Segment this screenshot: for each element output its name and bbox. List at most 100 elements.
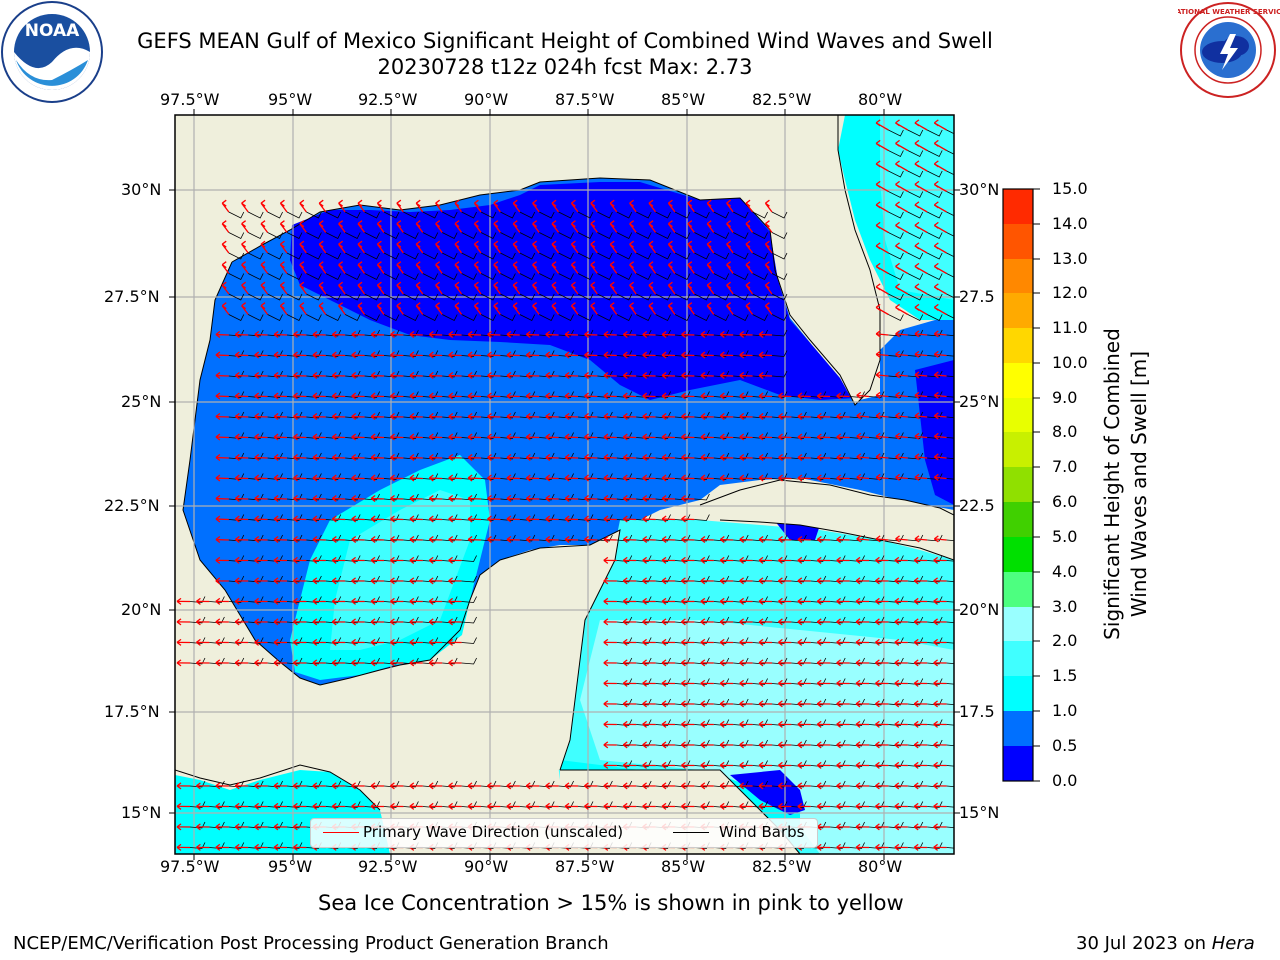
wind-barb [636,657,652,665]
wave-arrowhead [745,302,751,310]
wind-barb [383,801,400,808]
wind-barb [655,314,671,322]
wave-arrowhead [622,433,628,441]
chart-title: GEFS MEAN Gulf of Mexico Significant Hei… [137,29,993,53]
wind-barb [306,411,322,419]
wave-arrowhead [241,261,247,269]
wind-barb [849,637,865,644]
wind-barb [694,616,710,624]
wind-barb [655,252,671,260]
wind-barb [422,493,439,501]
wave-arrowhead [338,220,344,228]
wind-barb [655,739,671,747]
wave-arrowhead [797,679,803,687]
wave-arrowhead [312,515,318,523]
wind-barb [946,232,954,237]
wind-barb [597,370,613,378]
wind-barb [771,314,788,322]
wind-barb [519,314,536,322]
wind-barb [345,534,361,542]
wave-arrowhead [778,700,783,708]
wave-arrowhead [836,638,842,646]
lon-label-top: 85°W [661,90,706,109]
colorbar-tick-label: 3.0 [1052,597,1078,616]
wave-arrowhead [293,659,298,667]
wind-barb [791,452,807,460]
wave-arrowhead [584,433,589,441]
wave-arrowhead [855,618,861,626]
nws-logo: NATIONAL WEATHER SERVICE [1178,2,1280,98]
wave-arrowhead [894,556,900,564]
wave-arrowhead [351,413,357,421]
wind-barb [286,211,303,219]
wind-barb [830,555,846,562]
wave-arrowhead [280,261,285,269]
wind-barb [907,657,924,665]
wind-barb [500,211,516,219]
wave-arrowhead [700,372,706,380]
wind-barb [228,637,245,644]
colorbar-tick-label: 15.0 [1052,179,1088,198]
wind-barb [694,350,710,357]
wave-arrowhead [234,433,240,441]
wind-barb [325,314,342,322]
wave-arrowhead [331,433,337,441]
wind-barb [946,621,954,624]
wind-barb [771,698,788,706]
wave-arrowhead [467,433,473,441]
wind-barb [674,211,691,219]
wind-barb [325,232,342,240]
wave-arrowhead [895,453,900,461]
wind-barb [752,252,768,260]
wave-arrowhead [234,536,240,544]
wind-barb [888,698,904,706]
wind-barb [907,760,924,767]
wind-barb [403,252,419,260]
wind-barb [519,391,536,398]
wind-barb [577,293,594,301]
wave-arrowhead [661,638,667,646]
wind-barb [539,211,555,219]
wave-arrowhead [933,432,939,440]
wave-arrowhead [273,577,279,585]
wave-arrowhead [622,474,628,482]
wind-barb [539,314,555,322]
wave-arrowhead [312,659,318,667]
wind-barb [558,252,574,260]
colorbar-segment [1003,259,1033,293]
wave-arrowhead [875,371,881,379]
wave-arrowhead [590,240,596,248]
wind-barb [927,452,943,460]
wind-barb [713,616,730,624]
wave-direction-arrow [876,353,889,357]
wind-barb [558,350,574,357]
wind-barb [519,411,536,419]
wave-arrowhead [739,577,745,585]
wind-barb [636,637,652,644]
wind-barb [655,232,671,240]
wind-barb [403,350,419,357]
wind-barb [810,596,827,603]
wind-barb [907,293,924,301]
wind-barb [383,452,400,460]
wave-arrowhead [215,495,221,503]
wave-arrowhead [299,281,305,289]
wind-barb [189,780,206,788]
wind-barb [946,150,954,155]
wave-arrowhead [234,331,240,339]
wind-barb [248,575,264,583]
wave-arrowhead [719,433,725,441]
wave-arrowhead [338,199,344,207]
wave-arrowhead [895,221,900,229]
wind-barb [791,432,807,439]
wave-arrowhead [739,720,745,728]
wind-barb [907,391,924,398]
wind-barb [888,821,904,829]
wind-barb [345,370,361,378]
wave-arrowhead [856,432,862,440]
wave-direction-arrow [895,394,908,398]
wind-barb [558,452,574,460]
wave-arrowhead [778,679,783,687]
wave-arrowhead [661,392,667,400]
wind-barb [345,555,361,562]
